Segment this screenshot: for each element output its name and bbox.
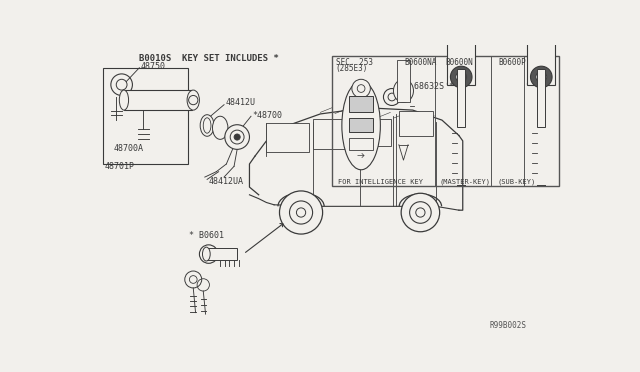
Text: B0600N: B0600N xyxy=(445,58,473,67)
Text: (285E3): (285E3) xyxy=(336,64,368,73)
Text: *48700: *48700 xyxy=(253,111,282,120)
Bar xyxy=(206,248,237,260)
Ellipse shape xyxy=(342,81,380,170)
Circle shape xyxy=(200,245,218,263)
Text: R99B002S: R99B002S xyxy=(490,321,527,330)
Circle shape xyxy=(459,75,463,79)
Bar xyxy=(458,69,465,127)
Ellipse shape xyxy=(394,79,413,102)
Text: 48750: 48750 xyxy=(141,62,166,71)
Circle shape xyxy=(536,71,547,82)
Ellipse shape xyxy=(200,115,214,136)
Bar xyxy=(312,119,357,148)
Bar xyxy=(447,42,475,85)
Text: 48700A: 48700A xyxy=(114,144,144,153)
Circle shape xyxy=(234,134,240,140)
Ellipse shape xyxy=(202,247,210,261)
Text: * B0601: * B0601 xyxy=(189,231,225,240)
Circle shape xyxy=(456,71,467,82)
Bar xyxy=(349,118,373,132)
Text: 48701P: 48701P xyxy=(105,162,134,171)
Text: B0600P: B0600P xyxy=(499,58,527,67)
Text: 48412U: 48412U xyxy=(225,98,255,107)
Text: B0010S  KEY SET INCLUDES *: B0010S KEY SET INCLUDES * xyxy=(140,54,279,63)
Circle shape xyxy=(225,125,250,150)
Bar xyxy=(103,68,188,164)
Bar xyxy=(124,90,192,110)
Circle shape xyxy=(539,75,543,79)
Bar xyxy=(538,69,545,127)
Circle shape xyxy=(531,66,552,88)
Text: FOR INTELLIGENCE KEY: FOR INTELLIGENCE KEY xyxy=(338,179,423,185)
Text: B0600NA: B0600NA xyxy=(404,58,437,67)
Bar xyxy=(332,56,559,186)
Text: 48412UA: 48412UA xyxy=(209,177,244,186)
Circle shape xyxy=(401,193,440,232)
Circle shape xyxy=(352,79,371,98)
Bar xyxy=(349,96,373,112)
Bar xyxy=(399,111,433,135)
Circle shape xyxy=(451,66,472,88)
Bar xyxy=(527,42,555,85)
Ellipse shape xyxy=(119,90,129,110)
Text: (MASTER-KEY): (MASTER-KEY) xyxy=(440,179,491,185)
Ellipse shape xyxy=(212,116,228,140)
Text: 68632S *: 68632S * xyxy=(414,83,454,92)
Bar xyxy=(266,123,308,153)
Ellipse shape xyxy=(187,90,200,110)
Circle shape xyxy=(383,89,401,106)
Bar xyxy=(349,138,373,150)
Bar xyxy=(397,60,410,102)
Text: (SUB-KEY): (SUB-KEY) xyxy=(498,179,536,185)
Text: SEC. 253: SEC. 253 xyxy=(336,58,372,67)
Bar xyxy=(360,119,391,146)
Circle shape xyxy=(280,191,323,234)
